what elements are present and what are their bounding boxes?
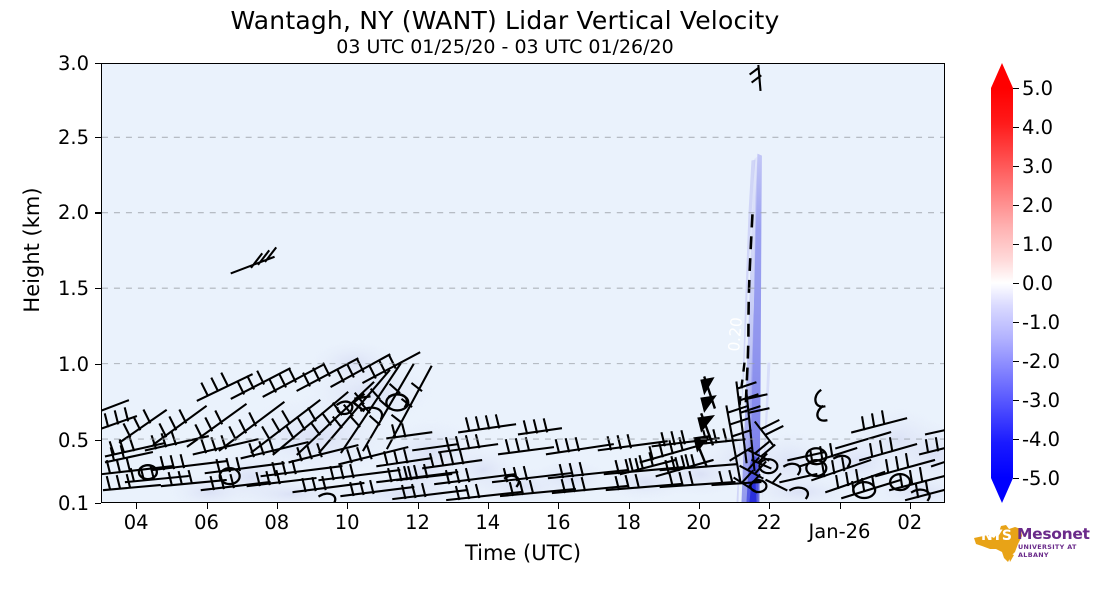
contour-label: 0.20 bbox=[725, 316, 746, 352]
x-ticklabel: 04 bbox=[123, 511, 149, 534]
x-axis-title: Time (UTC) bbox=[464, 541, 582, 565]
colorbar-tickmark bbox=[1013, 439, 1019, 441]
contour-line bbox=[744, 214, 754, 413]
y-ticklabel: 2.0 bbox=[57, 201, 89, 225]
y-tickmark bbox=[95, 364, 101, 366]
colorbar: 5.0 4.0 3.0 2.0 1.0 0.0 -1.0 -2.0 -3.0 -… bbox=[991, 63, 1060, 503]
y-ticklabel: 0.1 bbox=[57, 492, 89, 515]
x-ticklabel: 10 bbox=[334, 511, 360, 534]
y-ticklabel: 1.0 bbox=[57, 353, 89, 376]
colorbar-tickmark bbox=[1013, 322, 1019, 324]
plot-area: 0.20 bbox=[101, 63, 945, 503]
barb-row-midday bbox=[422, 414, 563, 470]
y-axis: 3.0 2.5 2.0 1.5 1.0 0.5 0.1 bbox=[0, 0, 101, 600]
x-ticklabel: 16 bbox=[545, 511, 571, 534]
gridlines bbox=[102, 136, 944, 440]
colorbar-tickmark bbox=[1013, 244, 1019, 246]
x-tickmark bbox=[558, 503, 560, 509]
figure-subtitle: 03 UTC 01/25/20 - 03 UTC 01/26/20 bbox=[336, 36, 674, 58]
y-tickmark bbox=[95, 503, 101, 505]
barb-cluster-shaft bbox=[725, 381, 788, 494]
plot-canvas: 0.20 bbox=[102, 64, 944, 502]
logo-mesonet-text: Mesonet bbox=[1017, 525, 1090, 543]
x-tickmark bbox=[417, 503, 419, 509]
colorbar-tickmark bbox=[1013, 478, 1019, 480]
colorbar-ticklabel: 1.0 bbox=[1022, 233, 1054, 256]
colorbar-gradient bbox=[991, 88, 1013, 478]
wind-barb-overlay bbox=[102, 64, 944, 502]
x-ticklabel: 14 bbox=[475, 511, 501, 534]
colorbar-ticklabel: 3.0 bbox=[1022, 155, 1054, 178]
barb-cluster-right bbox=[779, 410, 944, 502]
y-tickmark bbox=[95, 136, 101, 138]
colorbar-ticklabel: -4.0 bbox=[1022, 428, 1061, 451]
x-ticklabel: 22 bbox=[756, 511, 782, 534]
y-ticklabel: 1.5 bbox=[57, 277, 89, 301]
barb-row-early bbox=[102, 399, 154, 464]
y-ticklabel: 3.0 bbox=[57, 52, 89, 75]
x-ticklabel: 08 bbox=[264, 511, 290, 534]
y-tickmark bbox=[95, 212, 101, 214]
x-tickmark bbox=[487, 503, 490, 509]
barb-isolated-top bbox=[748, 64, 762, 92]
figure-title: Wantagh, NY (WANT) Lidar Vertical Veloci… bbox=[230, 6, 780, 35]
colorbar-extend-min-icon bbox=[991, 478, 1013, 503]
y-axis-title: Height (km) bbox=[20, 187, 44, 313]
colorbar-tickmark bbox=[1013, 205, 1019, 207]
x-ticklabel: 20 bbox=[686, 511, 712, 534]
x-ticklabel: 06 bbox=[194, 511, 219, 534]
barb-row-upper-morning bbox=[196, 351, 421, 402]
colorbar-ticklabel: -3.0 bbox=[1022, 389, 1061, 412]
x-tickmark bbox=[206, 503, 208, 509]
barb-row-late-morning bbox=[376, 423, 459, 482]
colorbar-ticklabel: 5.0 bbox=[1022, 77, 1054, 100]
x-tickmark bbox=[769, 503, 771, 509]
barb-isolated-high bbox=[230, 246, 278, 275]
x-tickmark bbox=[839, 503, 841, 509]
x-ticklabel-date: Jan-26 bbox=[808, 520, 871, 543]
colorbar-ticklabel: -5.0 bbox=[1022, 467, 1061, 490]
colorbar-ticklabel: 4.0 bbox=[1022, 116, 1054, 139]
colorbar-tickmark bbox=[1013, 127, 1019, 129]
barb-chevron-glyph bbox=[351, 392, 366, 413]
x-ticklabel: 12 bbox=[405, 511, 430, 534]
logo-state-shape-icon bbox=[974, 525, 1022, 562]
x-tickmark bbox=[909, 503, 912, 509]
colorbar-tickmark bbox=[1013, 283, 1019, 285]
x-ticklabel: 18 bbox=[616, 511, 641, 534]
colorbar-ticklabel: 0.0 bbox=[1022, 272, 1054, 295]
colorbar-tickmark bbox=[1013, 166, 1019, 168]
logo-nys-text: NYS bbox=[981, 528, 1012, 544]
barb-row-evening-rise bbox=[619, 437, 714, 478]
logo-university-text: UNIVERSITY AT ALBANY bbox=[1018, 543, 1077, 559]
x-tickmark bbox=[628, 503, 630, 509]
colorbar-ticklabel: -2.0 bbox=[1022, 350, 1061, 373]
colorbar-tickmark bbox=[1013, 400, 1019, 402]
colorbar-tickmark bbox=[1013, 88, 1019, 90]
colorbar-ticklabel: -1.0 bbox=[1022, 311, 1061, 334]
barb-pennants-20utc bbox=[693, 376, 717, 468]
x-tickmark bbox=[136, 503, 138, 509]
barb-row-surface bbox=[102, 465, 762, 502]
x-tickmark bbox=[276, 503, 279, 509]
x-ticklabel: 02 bbox=[897, 511, 923, 534]
field-background bbox=[102, 64, 944, 502]
nys-mesonet-logo: NYS Mesonet UNIVERSITY AT ALBANY bbox=[968, 522, 1096, 566]
colorbar-tickmark bbox=[1013, 361, 1019, 363]
y-ticklabel: 0.5 bbox=[57, 428, 89, 452]
y-tickmark bbox=[95, 288, 101, 290]
x-tickmark bbox=[347, 503, 349, 509]
x-tickmark bbox=[698, 503, 701, 509]
y-ticklabel: 2.5 bbox=[57, 125, 89, 149]
colorbar-extend-max-icon bbox=[991, 63, 1013, 88]
y-tickmark bbox=[95, 439, 101, 442]
colorbar-ticklabel: 2.0 bbox=[1022, 194, 1054, 217]
y-tickmark bbox=[95, 63, 101, 65]
